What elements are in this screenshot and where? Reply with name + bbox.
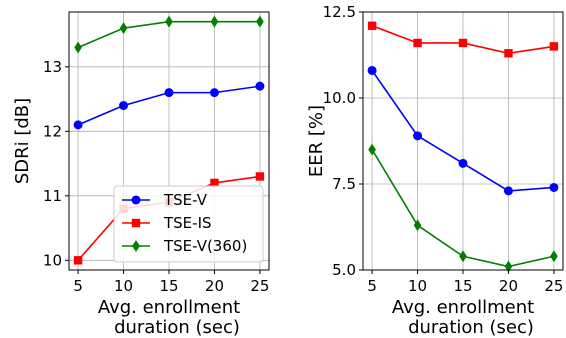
data-point: [210, 15, 219, 28]
y-tick-label: 12.5: [323, 3, 356, 21]
y-tick-label: 11: [43, 187, 62, 205]
x-tick-label: 20: [499, 277, 518, 295]
legend: TSE-V TSE-IS TSE-V(360): [113, 185, 264, 263]
y-tick-label: 5.0: [332, 261, 356, 279]
legend-label: TSE-V: [163, 191, 208, 209]
y-tick-label: 12: [43, 122, 62, 140]
legend-marker: [131, 195, 141, 205]
x-tick-label: 15: [159, 277, 178, 295]
series-3: [368, 143, 558, 273]
x-tick-label: 25: [544, 277, 563, 295]
legend-item-2: TSE-IS: [122, 214, 212, 232]
series-2: [367, 65, 559, 196]
data-point: [367, 65, 377, 75]
data-point: [255, 172, 265, 181]
y-tick-label: 7.5: [332, 175, 356, 193]
data-point: [119, 22, 128, 35]
legend-marker: [132, 240, 140, 252]
x-tick-label: 10: [114, 277, 133, 295]
y-tick-label: 10.0: [323, 89, 356, 107]
legend-marker: [131, 218, 141, 228]
y-tick-label: 10: [43, 251, 62, 269]
data-point: [549, 42, 559, 51]
data-point: [164, 88, 174, 98]
y-axis-label: EER [%]: [306, 105, 327, 177]
x-tick-label: 5: [367, 277, 377, 295]
data-point: [210, 178, 219, 188]
data-point: [165, 15, 173, 28]
data-point: [549, 182, 559, 192]
x-axis-label-line-2: duration (sec): [114, 317, 240, 338]
series-3: [74, 15, 264, 54]
data-point: [368, 143, 376, 156]
data-point: [503, 186, 513, 196]
legend-label: TSE-V(360): [163, 237, 247, 255]
x-tick-label: 20: [205, 277, 224, 295]
series-1: [73, 81, 265, 130]
data-point: [413, 38, 422, 48]
data-point: [413, 219, 422, 232]
data-point: [458, 158, 468, 168]
y-tick-label: 13: [43, 58, 62, 76]
legend-item-1: TSE-V: [122, 191, 208, 209]
data-point: [73, 120, 83, 130]
x-tick-label: 10: [408, 277, 427, 295]
data-point: [74, 41, 82, 54]
data-point: [73, 256, 83, 265]
data-point: [256, 15, 264, 28]
data-point: [458, 38, 468, 48]
x-tick-label: 15: [453, 277, 472, 295]
legend-item-3: TSE-V(360): [122, 237, 247, 255]
x-axis-label-line-1: Avg. enrollment: [98, 297, 240, 318]
data-point: [413, 131, 423, 141]
x-axis-label-line-2: duration (sec): [408, 317, 534, 338]
data-point: [550, 250, 558, 263]
data-point: [255, 81, 265, 91]
series-1: [367, 21, 559, 58]
chart-panel-2: 5 10 15 20 25 5.0 7.5 10.0 12.5 Avg. enrollmentdu…: [306, 3, 564, 338]
data-point: [209, 88, 219, 98]
data-point: [367, 21, 377, 30]
chart-panel-1: 5 10 15 20 25 10 11 12 13 Avg. enrollmentduration…: [12, 11, 270, 338]
y-axis-label: SDRi [dB]: [12, 98, 33, 184]
x-tick-label: 5: [73, 277, 83, 295]
data-point: [119, 101, 129, 111]
x-axis-label-line-1: Avg. enrollment: [392, 297, 534, 318]
data-point: [459, 250, 467, 263]
legend-label: TSE-IS: [163, 214, 212, 232]
x-tick-label: 25: [250, 277, 269, 295]
legend-box: [113, 185, 264, 263]
data-point: [504, 49, 513, 58]
